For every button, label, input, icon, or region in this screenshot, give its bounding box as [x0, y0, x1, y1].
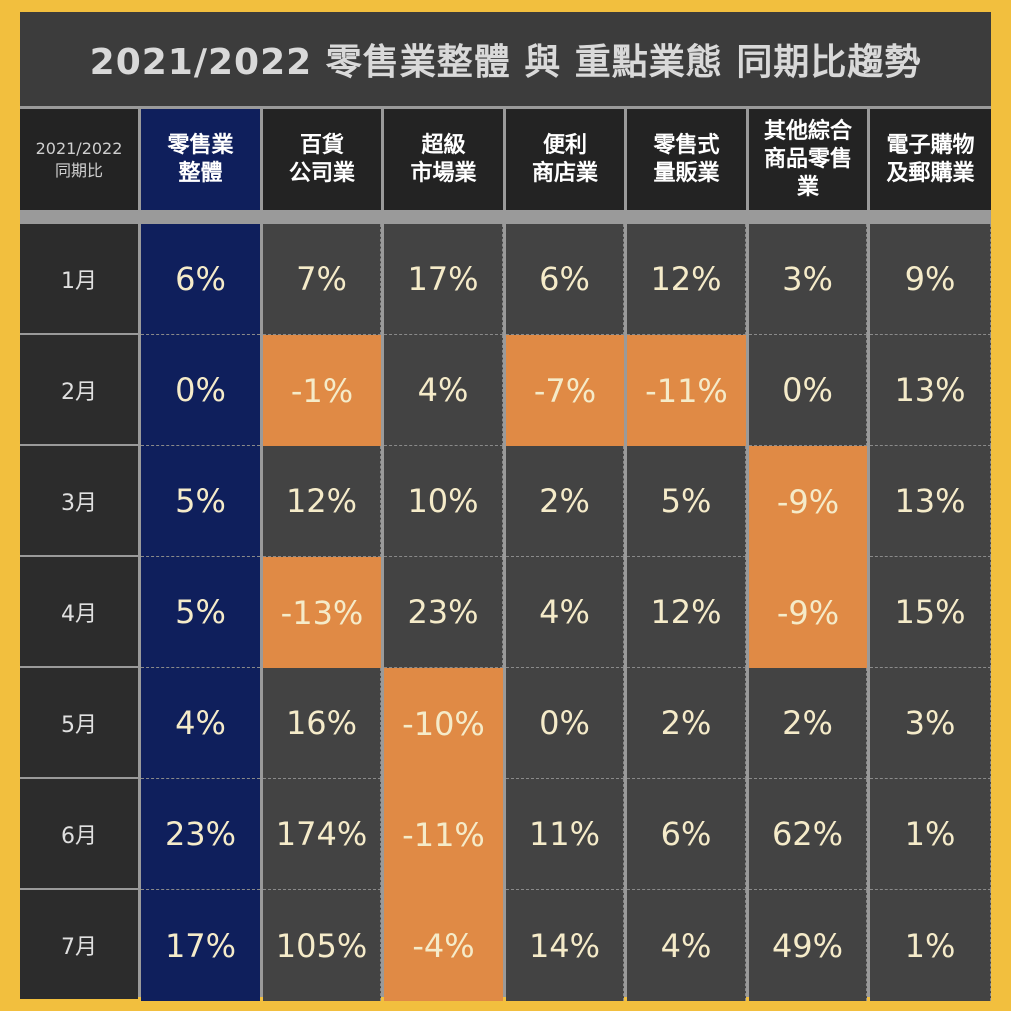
table-cell: 13% [870, 446, 991, 557]
table-cell: 0% [506, 668, 624, 779]
table-cell: 5% [141, 557, 260, 668]
row-header: 2月 [20, 335, 138, 444]
table-cell: 1% [870, 890, 991, 1001]
table-cell: 49% [749, 890, 867, 1001]
chart-table: 2021/2022 零售業整體 與 重點業態 同期比趨勢 2021/2022 同… [20, 12, 991, 1001]
table-cell: 14% [506, 890, 624, 1001]
table-cell: -11% [384, 779, 503, 890]
table-cell: -11% [627, 335, 746, 446]
table-cell: -9% [749, 446, 867, 557]
table-cell: 2% [627, 668, 746, 779]
table-cell: 2% [506, 446, 624, 557]
table-cell: 62% [749, 779, 867, 890]
table-cell: 12% [627, 557, 746, 668]
table-cell: 105% [263, 890, 381, 1001]
table-cell: 5% [141, 446, 260, 557]
table-cell: 17% [141, 890, 260, 1001]
row-header: 1月 [20, 224, 138, 333]
table-cell: 6% [627, 779, 746, 890]
table-cell: 9% [870, 224, 991, 335]
table-cell: 0% [749, 335, 867, 446]
table-cell: 1% [870, 779, 991, 890]
column-header: 零售業 整體 [141, 109, 260, 210]
table-cell: -9% [749, 557, 867, 668]
table-cell: 4% [141, 668, 260, 779]
table-cell: 10% [384, 446, 503, 557]
table-cell: -4% [384, 890, 503, 1001]
column-header: 其他綜合 商品零售 業 [749, 109, 867, 210]
table-cell: -13% [263, 557, 381, 668]
row-header: 4月 [20, 557, 138, 666]
table-cell: 2% [749, 668, 867, 779]
chart-title: 2021/2022 零售業整體 與 重點業態 同期比趨勢 [20, 12, 991, 106]
table-cell: 17% [384, 224, 503, 335]
table-cell: 16% [263, 668, 381, 779]
table-cell: -7% [506, 335, 624, 446]
header-corner: 2021/2022 同期比 [20, 109, 138, 210]
column-header: 電子購物 及郵購業 [870, 109, 991, 210]
column-header: 百貨 公司業 [263, 109, 381, 210]
table-cell: 15% [870, 557, 991, 668]
table-cell: 12% [263, 446, 381, 557]
table-cell: 12% [627, 224, 746, 335]
table-cell: 11% [506, 779, 624, 890]
table-cell: 4% [506, 557, 624, 668]
table-cell: 5% [627, 446, 746, 557]
row-header: 3月 [20, 446, 138, 555]
table-cell: 7% [263, 224, 381, 335]
table-cell: 6% [141, 224, 260, 335]
row-header: 7月 [20, 890, 138, 999]
column-header: 超級 市場業 [384, 109, 503, 210]
table-cell: -10% [384, 668, 503, 779]
table-cell: 13% [870, 335, 991, 446]
table-cell: 3% [870, 668, 991, 779]
table-cell: 0% [141, 335, 260, 446]
table-cell: 4% [384, 335, 503, 446]
row-header: 6月 [20, 779, 138, 888]
table-cell: 23% [141, 779, 260, 890]
table-cell: 3% [749, 224, 867, 335]
row-header: 5月 [20, 668, 138, 777]
column-header: 便利 商店業 [506, 109, 624, 210]
table-cell: -1% [263, 335, 381, 446]
table-cell: 4% [627, 890, 746, 1001]
table-cell: 174% [263, 779, 381, 890]
column-header: 零售式 量販業 [627, 109, 746, 210]
table-cell: 6% [506, 224, 624, 335]
table-cell: 23% [384, 557, 503, 668]
